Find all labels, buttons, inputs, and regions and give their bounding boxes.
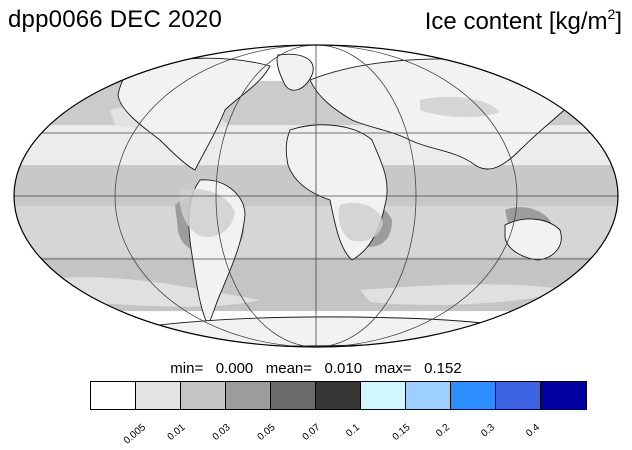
legend-swatch-1 bbox=[136, 382, 181, 409]
legend-tick-label: 0.005 bbox=[121, 422, 149, 447]
color-legend bbox=[90, 381, 587, 410]
statistics-line: min= 0.000 mean= 0.010 max= 0.152 bbox=[170, 360, 462, 377]
legend-tick-label: 0.3 bbox=[479, 422, 497, 440]
graticule bbox=[14, 45, 618, 347]
australia bbox=[504, 218, 562, 261]
legend-swatch-9 bbox=[496, 382, 541, 409]
legend-tick-label: 0.03 bbox=[210, 422, 233, 443]
legend-tick-label: 0.07 bbox=[300, 422, 323, 443]
legend-tick-label: 0.15 bbox=[390, 422, 413, 443]
mollweide-map bbox=[13, 44, 619, 348]
legend-swatch-7 bbox=[406, 382, 451, 409]
field-layer bbox=[14, 45, 618, 347]
legend-swatch-10 bbox=[541, 382, 586, 409]
legend-swatch-0 bbox=[91, 382, 136, 409]
legend-tick-label: 0.2 bbox=[434, 422, 452, 440]
legend-swatch-3 bbox=[226, 382, 271, 409]
variable-title: Ice content [kg/m2] bbox=[424, 6, 622, 35]
legend-tick-label: 0.4 bbox=[524, 422, 542, 440]
legend-swatch-8 bbox=[451, 382, 496, 409]
legend-tick-label: 0.05 bbox=[255, 422, 278, 443]
map-title: dpp0066 DEC 2020 bbox=[8, 6, 223, 33]
map-border bbox=[13, 44, 619, 348]
legend-tick-label: 0.01 bbox=[165, 422, 188, 443]
legend-swatch-6 bbox=[361, 382, 406, 409]
legend-swatch-5 bbox=[316, 382, 361, 409]
legend-tick-label: 0.1 bbox=[344, 422, 362, 440]
north-america bbox=[117, 57, 271, 171]
greenland bbox=[276, 53, 314, 91]
legend-swatch-2 bbox=[181, 382, 226, 409]
legend-swatch-4 bbox=[271, 382, 316, 409]
